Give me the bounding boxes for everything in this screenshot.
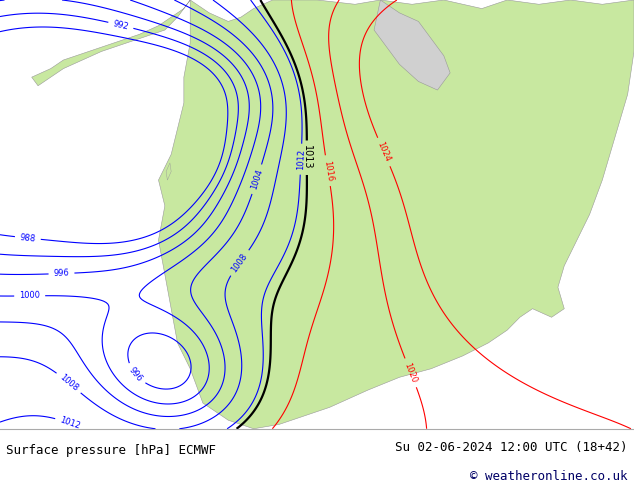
Text: 1012: 1012	[296, 148, 306, 170]
Text: Su 02-06-2024 12:00 UTC (18+42): Su 02-06-2024 12:00 UTC (18+42)	[395, 441, 628, 454]
Text: © weatheronline.co.uk: © weatheronline.co.uk	[470, 470, 628, 483]
Text: 996: 996	[127, 366, 144, 383]
Text: 1008: 1008	[230, 252, 249, 274]
Polygon shape	[158, 0, 634, 429]
Text: 988: 988	[20, 233, 36, 244]
Text: 1012: 1012	[58, 416, 81, 431]
Text: 1024: 1024	[375, 141, 392, 164]
Text: 1013: 1013	[302, 146, 312, 170]
Text: 1016: 1016	[321, 160, 334, 182]
Text: 992: 992	[112, 19, 129, 31]
Text: 1020: 1020	[403, 362, 418, 384]
Polygon shape	[32, 0, 190, 86]
Text: 996: 996	[53, 269, 70, 278]
Text: 1000: 1000	[19, 291, 40, 300]
Polygon shape	[374, 0, 450, 90]
Polygon shape	[166, 163, 171, 180]
Text: 1004: 1004	[249, 168, 264, 191]
Text: Surface pressure [hPa] ECMWF: Surface pressure [hPa] ECMWF	[6, 443, 216, 457]
Text: 1008: 1008	[58, 373, 80, 393]
